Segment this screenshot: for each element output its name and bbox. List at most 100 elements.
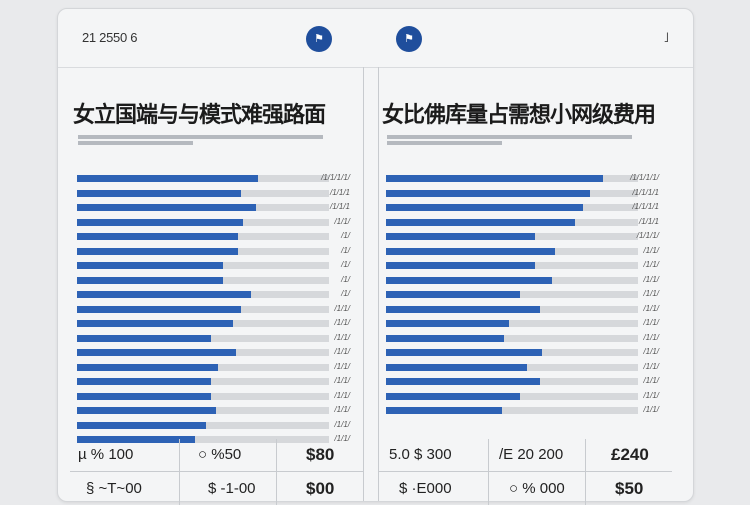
bar-row[interactable]: /1/1/ — [382, 287, 667, 302]
bar-row[interactable]: /1/1/1 — [73, 200, 358, 215]
bar-row[interactable]: /1/1/1/1/ — [73, 171, 358, 186]
bar-fill — [77, 421, 206, 429]
bar-row[interactable]: /1/1/1 — [73, 186, 358, 201]
bar-fill — [386, 349, 542, 356]
bar-row[interactable]: /1/ — [73, 287, 358, 302]
bar-fill — [386, 189, 590, 197]
bar-value-label: /1/1/ — [643, 361, 659, 371]
bar-row[interactable]: /1/1/ — [382, 316, 667, 331]
dashboard-card: 21 2550 6 ⚑ ⚑ ˩ 女立国端与与模式难强路面 /1/1/1/1//1… — [57, 8, 694, 505]
bar-value-label: /1/1/ — [334, 303, 350, 313]
bar-row[interactable]: /1/1/ — [73, 331, 358, 346]
bar-row[interactable]: /1/1/ — [382, 244, 667, 259]
bar-row[interactable]: /1/1/1/ — [382, 229, 667, 244]
bar-fill — [77, 175, 258, 182]
stat-cell[interactable]: $ -1-00 — [208, 480, 256, 497]
bar-row[interactable]: /1/ — [73, 244, 358, 259]
stat-cell[interactable]: $80 — [306, 445, 335, 464]
bar-row[interactable]: /1/1/ — [382, 302, 667, 317]
bar-value-label: /1/1/ — [643, 332, 659, 342]
stat-cell[interactable]: $ ·E000 — [399, 480, 452, 497]
bar-value-label: /1/1/ — [643, 405, 659, 414]
bar-row[interactable]: /1/1/ — [382, 389, 667, 404]
divider — [276, 439, 277, 505]
bar-value-label: /1/1/ — [643, 318, 659, 327]
bar-fill — [77, 247, 238, 255]
bar-row[interactable]: /1/1/ — [382, 258, 667, 273]
stat-cell[interactable]: /E 20 200 — [499, 446, 564, 463]
bar-row[interactable]: /1/1/ — [382, 403, 667, 418]
stat-cell[interactable]: § ~T~00 — [86, 480, 142, 497]
bar-fill — [386, 218, 575, 226]
bar-row[interactable]: /1/1/ — [382, 331, 667, 346]
bar-value-label: /1/ — [341, 274, 350, 284]
bar-row[interactable]: /1/1/ — [73, 389, 358, 404]
bar-fill — [77, 334, 211, 342]
right-panel-flag-button[interactable]: ⚑ — [396, 26, 422, 52]
bar-row[interactable]: /1/1/ — [382, 374, 667, 389]
bar-value-label: /1/1/1/1 — [632, 187, 659, 197]
bar-fill — [386, 320, 509, 327]
right-bar-list: /1/1/1/1/ /1/1/1/1/1/1/1/1/1/1/1/1/1/1/ /1… — [382, 171, 667, 418]
bar-fill — [386, 233, 535, 240]
bar-value-label: /1/ — [341, 289, 350, 298]
bar-value-label: /1/1/ — [643, 390, 659, 400]
bar-row[interactable]: /1/1/ — [73, 432, 358, 447]
bar-row[interactable]: /1/1/1/1 — [382, 186, 667, 201]
bar-row[interactable]: /1/ — [73, 258, 358, 273]
bar-row[interactable]: /1/1/ — [73, 418, 358, 433]
bar-value-label: /1/1/ — [334, 347, 350, 356]
bar-value-label: /1/1/ — [643, 260, 659, 269]
bar-fill — [77, 378, 211, 385]
stat-cell[interactable]: £240 — [611, 445, 649, 464]
bar-fill — [77, 407, 216, 414]
bar-row[interactable]: /1/1/ — [73, 316, 358, 331]
bar-row[interactable]: /1/1/ — [382, 273, 667, 288]
bar-row[interactable]: /1/1/1/1/ — [382, 171, 667, 186]
divider — [488, 439, 489, 505]
bar-row[interactable]: /1/1/ — [73, 215, 358, 230]
bar-fill — [386, 407, 502, 414]
divider — [179, 439, 180, 505]
bar-value-label: /1/1/1/1/ — [321, 173, 350, 182]
left-bar-list: /1/1/1/1/ /1/1/1/1/1/1/1/1/ /1/ /1/ /1/ /1/ /1… — [73, 171, 358, 447]
bar-fill — [386, 247, 555, 255]
bar-fill — [77, 218, 243, 226]
bar-row[interactable]: /1/1/ — [73, 345, 358, 360]
bar-value-label: /1/1/ — [643, 289, 659, 298]
bar-track — [386, 320, 638, 327]
bar-value-label: /1/1/1 — [638, 216, 659, 226]
bar-row[interactable]: /1/1/ — [73, 374, 358, 389]
bar-row[interactable]: /1/1/ — [382, 345, 667, 360]
bar-row[interactable]: /1/1/ — [73, 302, 358, 317]
bar-value-label: /1/1/ — [334, 332, 350, 342]
bar-row[interactable]: /1/1/ — [382, 360, 667, 375]
bar-row[interactable]: /1/1/1/1 — [382, 200, 667, 215]
bar-row[interactable]: /1/1/1 — [382, 215, 667, 230]
stat-cell[interactable]: ○ % 000 — [509, 480, 565, 497]
bar-fill — [77, 320, 233, 327]
right-subtitle-line — [387, 141, 502, 145]
bar-row[interactable]: /1/ — [73, 229, 358, 244]
bar-track — [386, 407, 638, 414]
stat-cell[interactable]: ○ %50 — [198, 446, 242, 463]
bar-fill — [77, 305, 241, 313]
stat-cell[interactable]: µ % 100 — [78, 446, 134, 463]
right-subtitle-line — [387, 135, 632, 139]
stat-cell[interactable]: $50 — [615, 479, 644, 498]
divider — [585, 439, 586, 505]
bar-fill — [386, 305, 540, 313]
stat-cell[interactable]: $00 — [306, 479, 335, 498]
bar-fill — [77, 291, 251, 298]
stat-cell[interactable]: 5.0 $ 300 — [389, 446, 452, 463]
bar-row[interactable]: /1/ — [73, 273, 358, 288]
flag-icon: ⚑ — [404, 33, 414, 45]
bar-fill — [77, 276, 223, 284]
left-subtitle-line — [78, 141, 193, 145]
menu-icon[interactable]: ˩ — [663, 29, 669, 45]
left-panel-flag-button[interactable]: ⚑ — [306, 26, 332, 52]
bar-row[interactable]: /1/1/ — [73, 403, 358, 418]
bar-fill — [386, 334, 504, 342]
right-panel-title: 女比佛库量占需想小网级费用 — [382, 103, 656, 128]
bar-row[interactable]: /1/1/ — [73, 360, 358, 375]
